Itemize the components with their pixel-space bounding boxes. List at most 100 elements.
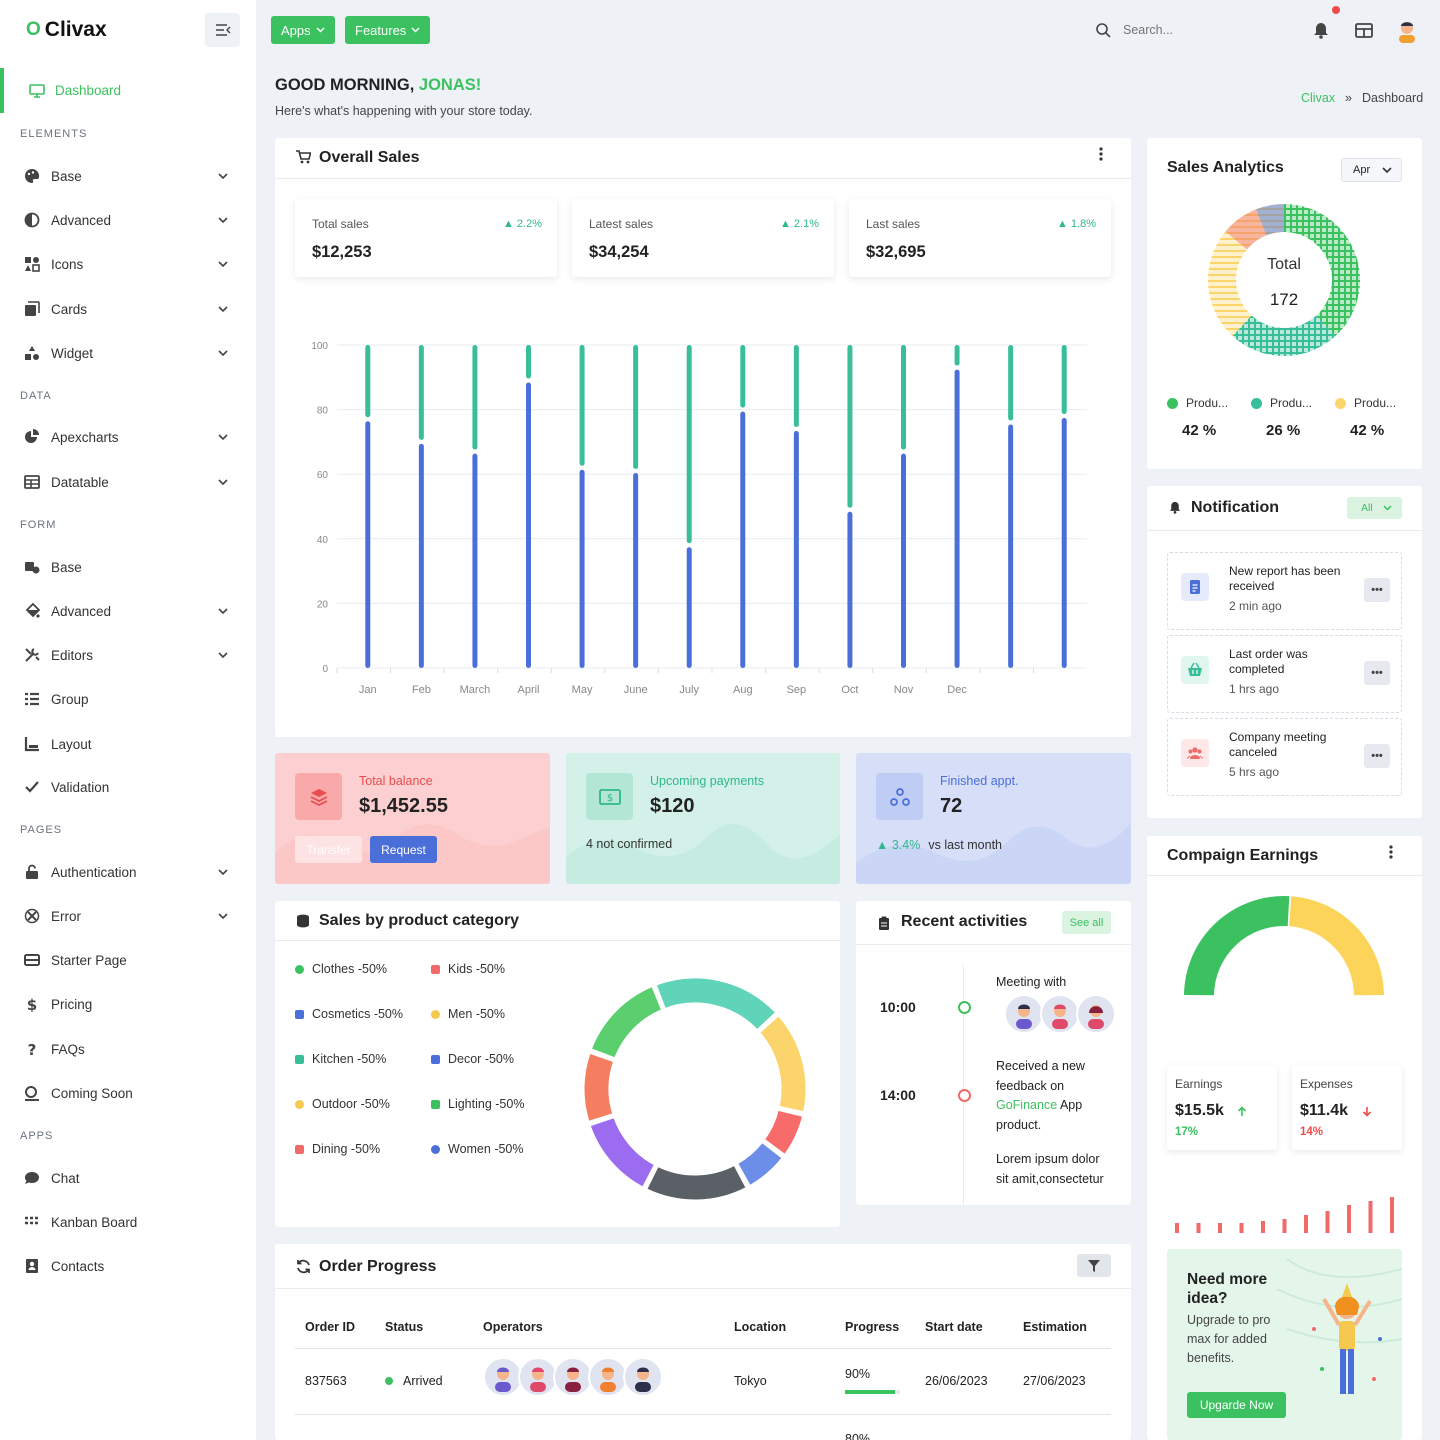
order-estimation: 27/06/2023 (1023, 1374, 1086, 1388)
gofinance-link[interactable]: GoFinance (996, 1098, 1058, 1112)
monitor-icon (28, 82, 45, 99)
sidebar-item-base[interactable]: Base (0, 156, 256, 196)
user-avatar-button[interactable] (1389, 13, 1424, 47)
sidebar-item-label: Starter Page (51, 952, 127, 968)
sidebar-item-validation[interactable]: Validation (0, 767, 256, 807)
sidebar-item-label: Advanced (51, 603, 112, 619)
sidebar-item-starter-page[interactable]: Starter Page (0, 940, 256, 980)
sidebar-toggle-button[interactable] (205, 13, 240, 47)
notification-item[interactable]: New report has been received 2 min ago •… (1167, 552, 1402, 630)
order-id: 837563 (305, 1374, 347, 1388)
bar-segment (740, 411, 746, 668)
sidebar-item-authentication[interactable]: Authentication (0, 852, 256, 892)
sidebar-item-label: Cards (51, 301, 88, 317)
logo[interactable]: O Clivax (26, 18, 107, 42)
sidebar-item-advanced[interactable]: Advanced (0, 591, 256, 631)
sidebar-item-dashboard[interactable]: Dashboard (0, 68, 256, 113)
sidebar-item-faqs[interactable]: ? FAQs (0, 1029, 256, 1069)
activity-text: Received a new feedback on GoFinance App… (996, 1059, 1085, 1132)
breadcrumb-root[interactable]: Clivax (1301, 91, 1336, 105)
apps-menu-button[interactable]: Apps (271, 16, 335, 44)
mini-bar (1304, 1215, 1308, 1233)
orders-title: Order Progress (319, 1258, 437, 1275)
kpi-card: Last sales $32,695 ▲ 1.8% (849, 199, 1111, 277)
bar-segment (1061, 345, 1067, 415)
bar-segment (365, 345, 371, 418)
activities-title: Recent activities (901, 913, 1028, 930)
transfer-button[interactable]: Transfer (295, 836, 362, 863)
category-label: Kitchen -50% (312, 1052, 387, 1066)
table-header[interactable]: Estimation (1023, 1320, 1087, 1334)
chevron-down-icon (218, 869, 228, 876)
contacts-icon (23, 1258, 40, 1275)
sidebar-item-cards[interactable]: Cards (0, 289, 256, 329)
upcoming-note: 4 not confirmed (586, 837, 673, 851)
table-header[interactable]: Order ID (305, 1320, 356, 1334)
gauge-segment (1184, 896, 1290, 996)
sidebar-item-advanced[interactable]: Advanced (0, 200, 256, 240)
kpi-trend: ▲ 1.8% (1056, 218, 1096, 230)
campaign-title: Compaign Earnings (1167, 847, 1319, 864)
sidebar-item-group[interactable]: Group (0, 679, 256, 719)
notification-more-button[interactable]: ••• (1364, 744, 1390, 768)
divider (295, 1348, 1111, 1349)
sidebar-item-layout[interactable]: Layout (0, 724, 256, 764)
sidebar-item-base[interactable]: Base (0, 547, 256, 587)
bar-segment (793, 430, 799, 668)
search-input[interactable] (1123, 23, 1283, 37)
sidebar-item-label: Validation (51, 779, 110, 795)
page-subtitle: Here's what's happening with your store … (275, 104, 533, 118)
notification-item[interactable]: Last order was completed 1 hrs ago ••• (1167, 635, 1402, 713)
sidebar-item-error[interactable]: Error (0, 896, 256, 936)
more-vertical-icon[interactable] (1097, 146, 1105, 162)
upcoming-value: $120 (650, 795, 695, 817)
sidebar-item-apexcharts[interactable]: Apexcharts (0, 417, 256, 457)
sidebar-item-widget[interactable]: Widget (0, 333, 256, 373)
notification-filter[interactable]: All (1347, 497, 1402, 519)
month-select[interactable]: Apr (1341, 158, 1402, 182)
request-button[interactable]: Request (370, 836, 437, 863)
category-label: Cosmetics -50% (312, 1007, 403, 1021)
table-header[interactable]: Status (385, 1320, 424, 1334)
notifications-button[interactable] (1303, 6, 1340, 47)
table-header[interactable]: Location (734, 1320, 787, 1334)
table-header[interactable]: Start date (925, 1320, 983, 1334)
analytics-legend-item: Produ... 42 % (1335, 396, 1415, 439)
sidebar-item-editors[interactable]: Editors (0, 635, 256, 675)
mini-bar (1261, 1221, 1265, 1233)
sidebar-item-datatable[interactable]: Datatable (0, 462, 256, 502)
sidebar-item-kanban-board[interactable]: Kanban Board (0, 1202, 256, 1242)
sidebar-item-pricing[interactable]: $ Pricing (0, 984, 256, 1024)
notification-more-button[interactable]: ••• (1364, 661, 1390, 685)
table-header[interactable]: Operators (483, 1320, 543, 1334)
features-menu-button[interactable]: Features (345, 16, 431, 44)
analytics-legend-item: Produ... 42 % (1167, 396, 1247, 439)
sidebar-item-coming-soon[interactable]: Coming Soon (0, 1073, 256, 1113)
sidebar-item-chat[interactable]: Chat (0, 1158, 256, 1198)
chevron-down-icon (218, 913, 228, 920)
table-header[interactable]: Progress (845, 1320, 900, 1334)
bar-segment (1008, 345, 1014, 421)
form-base-icon (23, 559, 40, 576)
notification-more-button[interactable]: ••• (1364, 578, 1390, 602)
dollar-icon: $ (23, 996, 40, 1013)
more-vertical-icon[interactable] (1387, 844, 1395, 860)
sidebar-item-icons[interactable]: Icons (0, 244, 256, 284)
wave-decoration (566, 824, 840, 884)
upcoming-label: Upcoming payments (650, 774, 764, 788)
donut-slice (1232, 315, 1336, 356)
filter-button[interactable] (1077, 1254, 1111, 1277)
palette-icon (23, 168, 40, 185)
layout-button[interactable] (1346, 13, 1381, 47)
finished-label: Finished appt. (940, 774, 1019, 788)
see-all-button[interactable]: See all (1062, 911, 1111, 934)
notification-item[interactable]: Company meeting canceled 5 hrs ago ••• (1167, 718, 1402, 796)
sidebar-item-label: Chat (51, 1170, 80, 1186)
analytics-donut-chart (1208, 204, 1360, 356)
appointments-icon-box (876, 773, 923, 820)
table-row[interactable]: 837563 Arrived Tokyo 90% 26/06/2023 27/0… (275, 1357, 1131, 1412)
upgrade-button[interactable]: Upgarde Now (1187, 1392, 1286, 1418)
sidebar-item-contacts[interactable]: Contacts (0, 1246, 256, 1286)
category-label: Dining -50% (312, 1142, 381, 1156)
chevron-down-icon (218, 173, 228, 180)
